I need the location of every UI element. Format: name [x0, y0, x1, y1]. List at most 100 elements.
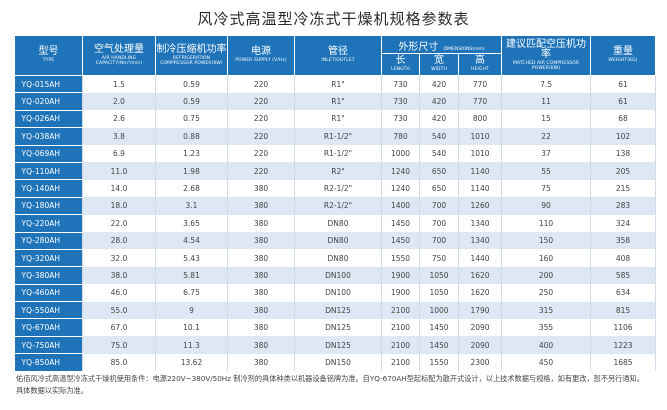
cell-power-supply: 220	[227, 162, 295, 180]
cell-pipe: DN80	[294, 249, 382, 267]
cell-refrigeration-power: 6.75	[155, 284, 228, 302]
header-refrigeration-power: 制冷压缩机功率 REFRIGERATION COMPRESSOR POWER(K…	[155, 35, 228, 76]
cell-weight: 68	[590, 110, 657, 128]
cell-refrigeration-power: 9	[155, 301, 228, 319]
cell-model: YQ-280AH	[14, 232, 83, 250]
cell-refrigeration-power: 3.65	[155, 214, 228, 233]
cell-height: 1340	[458, 232, 503, 250]
cell-pipe: DN125	[294, 318, 382, 337]
cell-length: 780	[381, 127, 420, 146]
header-height: 高 HEIGHT	[457, 53, 503, 76]
table-row: YQ-670AH 67.0 10.1 380 DN125 2100 1450 2090 355 1…	[14, 318, 657, 337]
cell-width: 700	[419, 232, 459, 250]
cell-power-supply: 380	[227, 336, 295, 354]
cell-height: 1140	[458, 179, 503, 198]
header-width: 宽 WIDTH	[419, 53, 459, 76]
cell-refrigeration-power: 5.43	[155, 249, 228, 267]
cell-width: 700	[419, 214, 459, 233]
cell-weight: 1223	[590, 336, 657, 354]
cell-weight: 102	[590, 127, 657, 146]
cell-capacity: 18.0	[82, 197, 156, 215]
cell-length: 1240	[381, 179, 420, 198]
table-row: YQ-026AH 2.6 0.75 220 R1" 730 420 800 15 68	[14, 110, 657, 129]
header-dimensions: 外形尺寸 DIMENSIONS(mm)	[380, 35, 503, 54]
header-capacity: 空气处理量 AIR HANDLING CAPACITY(Nm³/min)	[82, 35, 156, 76]
cell-capacity: 3.8	[82, 127, 156, 146]
cell-weight: 634	[590, 284, 657, 302]
cell-weight: 215	[590, 179, 657, 198]
cell-power-supply: 380	[227, 301, 295, 319]
cell-capacity: 67.0	[82, 318, 156, 337]
cell-model: YQ-140AH	[14, 179, 83, 198]
cell-weight: 61	[590, 92, 657, 111]
cell-height: 1790	[458, 301, 503, 319]
cell-power-supply: 380	[227, 318, 295, 337]
cell-weight: 61	[590, 75, 657, 93]
cell-height: 1440	[458, 249, 503, 267]
footnote: 佑佰风冷式高温型冷冻式干燥机使用条件：电源220V~380V/50Hz 制冷剂的…	[16, 374, 644, 395]
cell-refrigeration-power: 3.1	[155, 197, 228, 215]
cell-width: 1450	[419, 336, 459, 354]
cell-refrigeration-power: 10.1	[155, 318, 228, 337]
cell-capacity: 1.5	[82, 75, 156, 93]
cell-capacity: 28.0	[82, 232, 156, 250]
cell-matched-compressor: 450	[501, 353, 592, 372]
table-row: YQ-069AH 6.9 1.23 220 R1-1/2" 1000 540 1010 37 13…	[14, 145, 657, 163]
cell-refrigeration-power: 0.88	[155, 127, 228, 146]
cell-height: 1340	[458, 214, 503, 233]
cell-matched-compressor: 15	[501, 110, 592, 128]
cell-capacity: 11.0	[82, 162, 156, 180]
cell-model: YQ-026AH	[14, 110, 83, 129]
cell-pipe: DN80	[294, 214, 382, 233]
cell-width: 420	[419, 75, 459, 93]
cell-power-supply: 380	[227, 214, 295, 233]
cell-capacity: 14.0	[82, 179, 156, 198]
cell-width: 420	[419, 92, 459, 111]
cell-model: YQ-180AH	[14, 197, 83, 216]
header-length: 长 LENGTH	[381, 53, 420, 76]
cell-height: 1620	[458, 266, 503, 285]
cell-weight: 1106	[590, 318, 657, 337]
cell-model: YQ-038AH	[14, 127, 83, 146]
cell-height: 2090	[458, 318, 503, 337]
cell-length: 1000	[381, 145, 420, 163]
cell-length: 730	[381, 110, 420, 128]
cell-weight: 815	[590, 301, 657, 319]
cell-weight: 585	[590, 266, 657, 285]
cell-capacity: 6.9	[82, 145, 156, 163]
cell-refrigeration-power: 13.62	[155, 353, 228, 372]
table-row: YQ-750AH 75.0 11.3 380 DN125 2100 1450 2090 400 1…	[14, 336, 657, 355]
spec-table: 型号 TYPE 空气处理量 AIR HANDLING CAPACITY(Nm³/…	[14, 35, 657, 372]
cell-capacity: 55.0	[82, 301, 156, 319]
cell-width: 750	[419, 249, 459, 267]
cell-weight: 283	[590, 197, 657, 215]
cell-pipe: DN150	[294, 353, 382, 372]
cell-matched-compressor: 7.5	[501, 75, 592, 93]
cell-power-supply: 380	[227, 353, 295, 372]
cell-matched-compressor: 355	[501, 318, 592, 337]
cell-length: 2100	[381, 353, 420, 372]
cell-matched-compressor: 90	[501, 197, 592, 215]
cell-power-supply: 220	[227, 127, 295, 146]
table-row: YQ-140AH 14.0 2.68 380 R2-1/2" 1240 650 1140 75 2…	[14, 179, 657, 198]
table-row: YQ-020AH 2.0 0.59 220 R1" 730 420 770 11 61	[14, 92, 657, 111]
cell-model: YQ-069AH	[14, 145, 83, 163]
cell-power-supply: 220	[227, 75, 295, 93]
cell-matched-compressor: 250	[501, 284, 592, 302]
cell-pipe: R2-1/2"	[294, 197, 382, 215]
cell-height: 2090	[458, 336, 503, 354]
table-row: YQ-220AH 22.0 3.65 380 DN80 1450 700 1340 110 324	[14, 214, 657, 233]
cell-length: 730	[381, 75, 420, 93]
cell-length: 1550	[381, 249, 420, 267]
cell-weight: 205	[590, 162, 657, 180]
cell-height: 2300	[458, 353, 503, 372]
cell-height: 800	[458, 110, 503, 128]
cell-pipe: R1"	[294, 75, 382, 93]
cell-width: 1050	[419, 266, 459, 285]
cell-pipe: DN125	[294, 301, 382, 319]
cell-refrigeration-power: 11.3	[155, 336, 228, 354]
cell-matched-compressor: 160	[501, 249, 592, 267]
cell-pipe: R1"	[294, 92, 382, 111]
cell-matched-compressor: 110	[501, 214, 592, 233]
cell-length: 1400	[381, 197, 420, 215]
